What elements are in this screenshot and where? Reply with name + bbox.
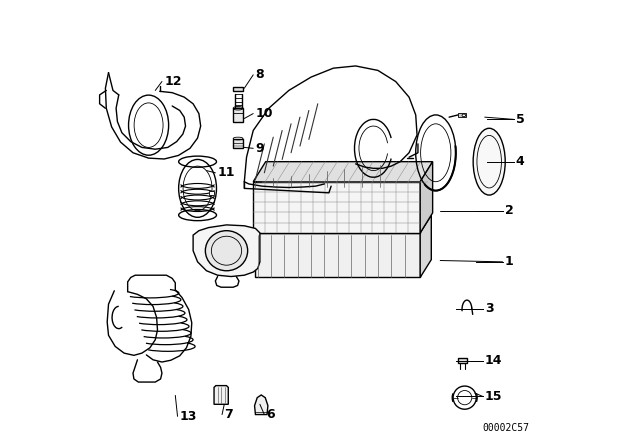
Text: 8: 8 [255,69,264,82]
Text: 7: 7 [224,408,233,421]
Text: 12: 12 [164,75,182,88]
Bar [209,191,214,195]
Text: 11: 11 [218,166,235,179]
Polygon shape [193,225,260,276]
Polygon shape [255,233,420,277]
Text: 13: 13 [180,410,197,423]
Bar [233,87,243,91]
Bar [233,108,243,121]
Ellipse shape [234,108,243,112]
Ellipse shape [473,128,505,195]
Text: 3: 3 [484,302,493,315]
Text: 2: 2 [505,204,513,217]
Text: 1: 1 [505,255,513,268]
Ellipse shape [205,231,248,271]
Bar [458,113,466,117]
Text: 14: 14 [484,354,502,367]
Bar [233,138,243,148]
Ellipse shape [462,114,465,116]
Text: 10: 10 [255,107,273,120]
Bar [458,358,467,363]
Text: 9: 9 [255,142,264,155]
Polygon shape [253,182,420,233]
Text: 6: 6 [267,408,275,421]
Polygon shape [255,395,268,414]
Polygon shape [420,162,433,233]
Polygon shape [420,215,431,277]
Text: 15: 15 [484,390,502,403]
Polygon shape [255,215,431,233]
Polygon shape [214,386,228,404]
Text: 4: 4 [516,155,525,168]
Text: 5: 5 [516,113,525,126]
Text: 00002C57: 00002C57 [483,423,529,433]
Polygon shape [253,162,433,182]
